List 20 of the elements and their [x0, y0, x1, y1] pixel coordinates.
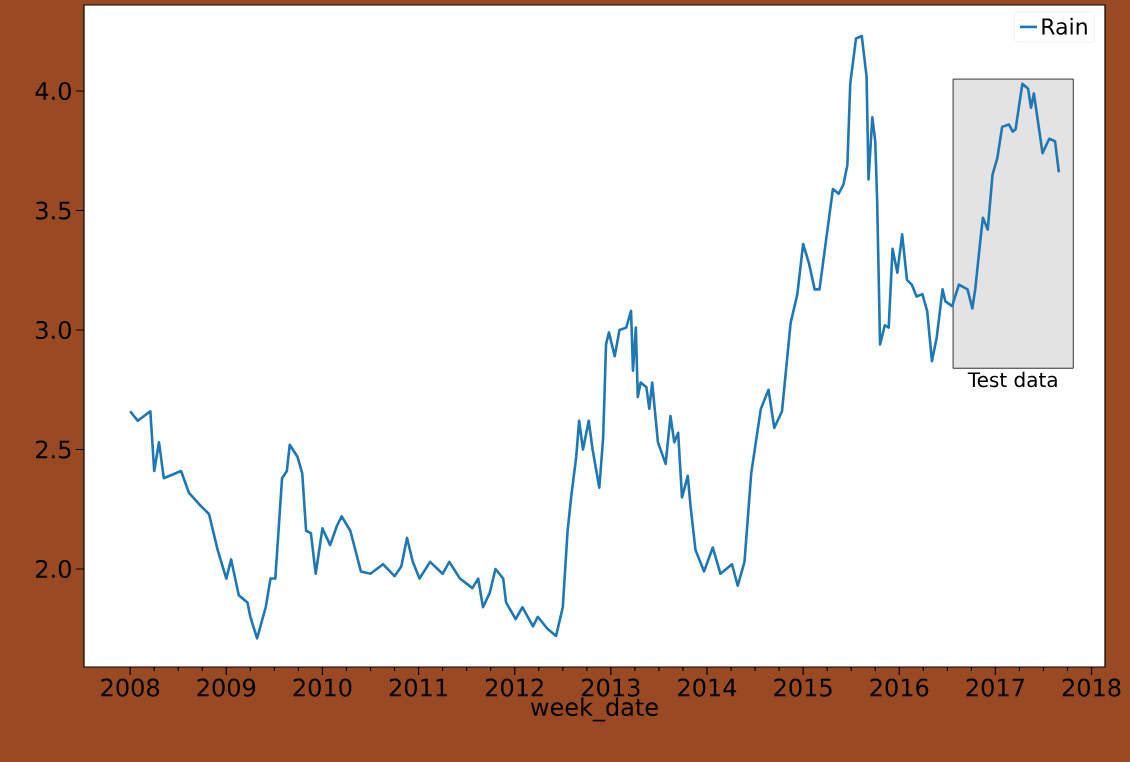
- band-label: Test data: [967, 371, 1057, 388]
- line-series: [128, 34, 1061, 640]
- y-tick-label: 4.0: [35, 81, 71, 101]
- x-axis-title: week_date: [530, 697, 658, 722]
- y-tick-label: 2.5: [36, 440, 71, 459]
- x-tick-label: 2012: [485, 678, 543, 697]
- x-tick-label: 2017: [966, 678, 1024, 697]
- x-tick-label: 2008: [101, 678, 160, 697]
- x-tick-label: 2010: [293, 678, 352, 697]
- x-tick-label: 2016: [870, 678, 929, 697]
- y-tick-label: 3.0: [36, 320, 71, 340]
- x-tick-label: 2015: [774, 678, 832, 697]
- x-tick-label: 2018: [1062, 678, 1121, 697]
- x-tick-label: 2009: [197, 678, 256, 697]
- x-tick-label: 2014: [678, 678, 737, 697]
- y-tick-label: 2.0: [36, 559, 71, 579]
- y-tick-label: 3.5: [36, 201, 71, 220]
- x-tick-label: 2011: [389, 678, 447, 697]
- x-tick-label: 2013: [582, 678, 640, 697]
- legend-label: Rain: [1042, 17, 1087, 35]
